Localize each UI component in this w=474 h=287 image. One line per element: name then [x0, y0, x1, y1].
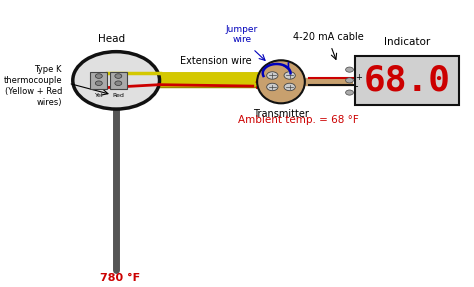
- Text: Yel: Yel: [94, 93, 103, 98]
- Circle shape: [346, 90, 354, 95]
- FancyBboxPatch shape: [155, 73, 259, 88]
- Circle shape: [115, 74, 122, 78]
- FancyBboxPatch shape: [90, 72, 108, 89]
- Circle shape: [73, 52, 160, 109]
- Text: +: +: [355, 73, 362, 82]
- Text: Indicator: Indicator: [383, 37, 430, 47]
- Text: Extension wire: Extension wire: [180, 56, 252, 66]
- Text: Transmitter: Transmitter: [253, 109, 309, 119]
- Text: Head: Head: [98, 34, 126, 44]
- Circle shape: [267, 83, 278, 91]
- Text: Jumper
wire: Jumper wire: [226, 25, 258, 44]
- Text: Ambient temp. = 68 °F: Ambient temp. = 68 °F: [238, 115, 359, 125]
- Circle shape: [346, 67, 354, 72]
- Circle shape: [346, 78, 354, 83]
- Circle shape: [267, 72, 278, 79]
- Circle shape: [284, 83, 295, 91]
- FancyBboxPatch shape: [355, 56, 459, 105]
- Text: Red: Red: [112, 93, 124, 98]
- Circle shape: [95, 81, 102, 86]
- FancyBboxPatch shape: [109, 72, 127, 89]
- Text: 68.0: 68.0: [363, 63, 450, 97]
- Text: -: -: [355, 81, 358, 91]
- Text: 4-20 mA cable: 4-20 mA cable: [293, 32, 364, 42]
- Text: 780 °F: 780 °F: [100, 273, 141, 283]
- Ellipse shape: [257, 60, 305, 103]
- Circle shape: [115, 81, 122, 86]
- Circle shape: [284, 72, 295, 79]
- Circle shape: [95, 74, 102, 78]
- Text: Type K
thermocouple
(Yellow + Red
wires): Type K thermocouple (Yellow + Red wires): [3, 65, 62, 107]
